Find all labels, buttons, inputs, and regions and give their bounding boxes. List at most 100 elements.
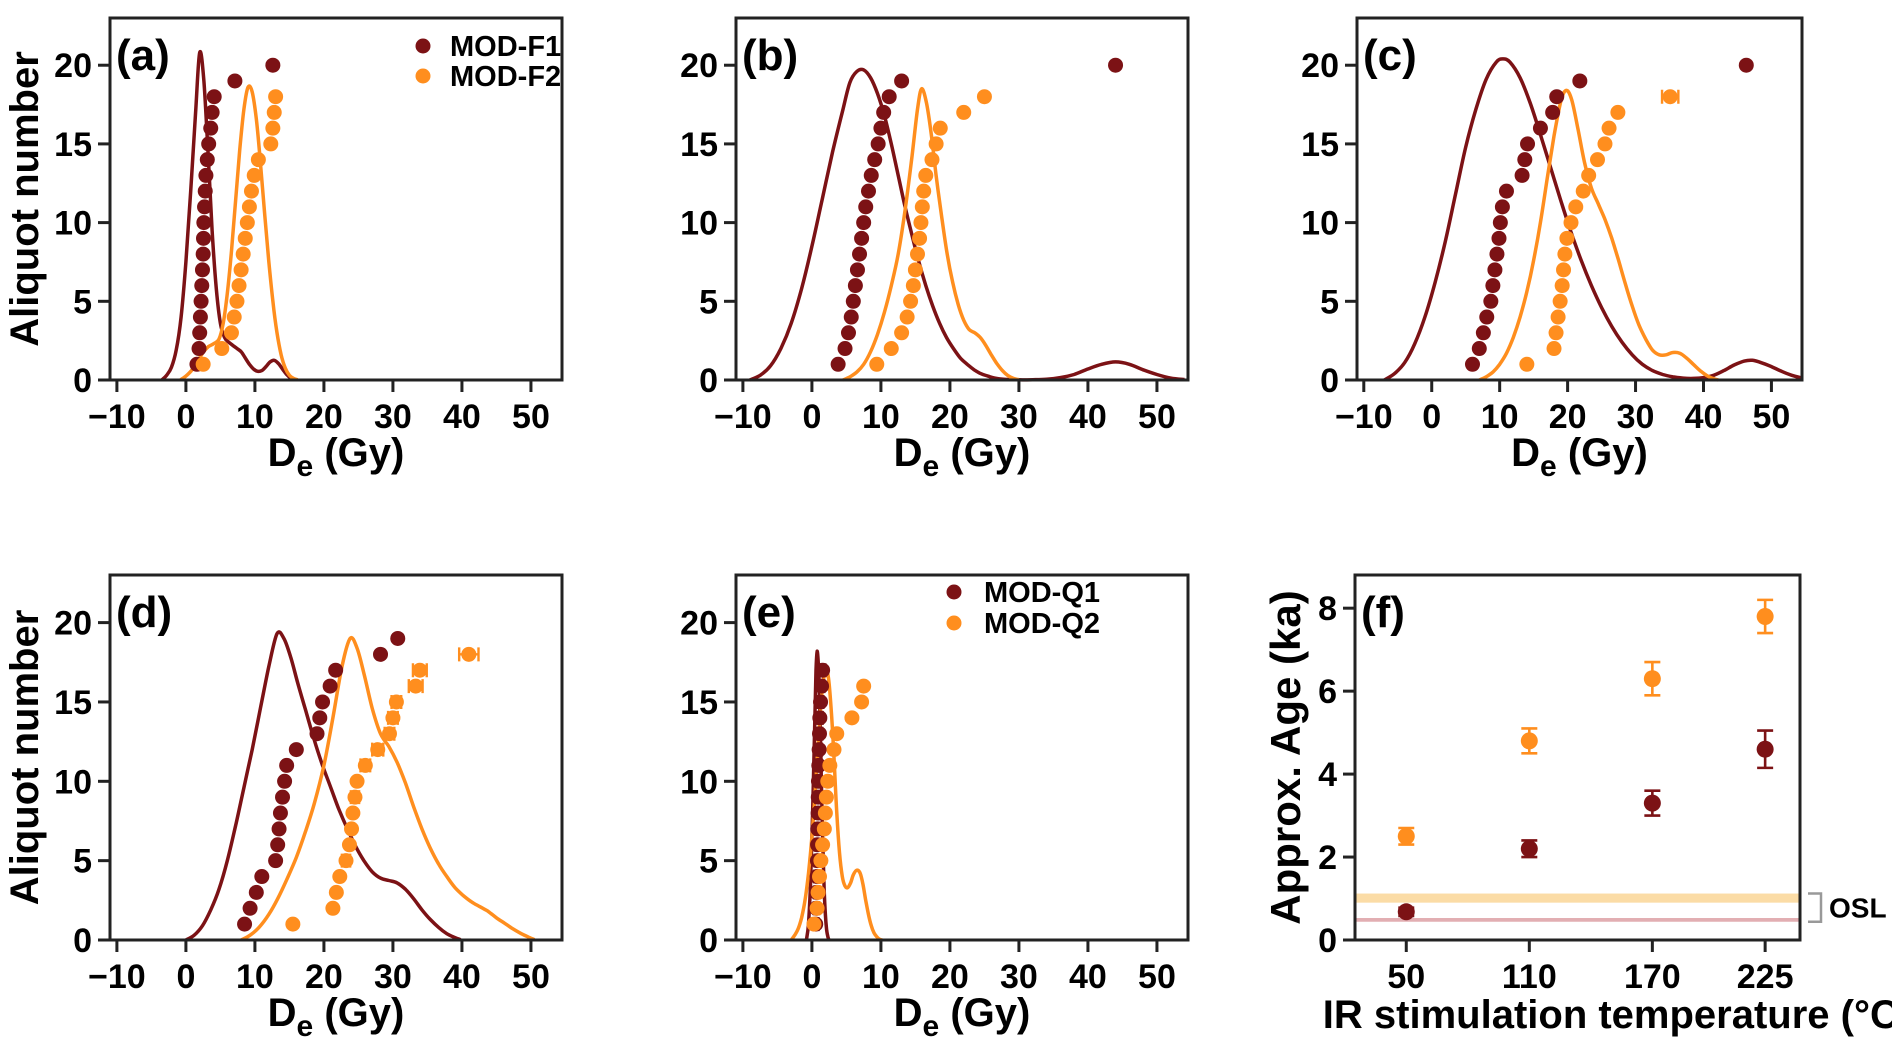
kde-curve-mod-f1-kde [1383,57,1803,382]
data-point [1492,215,1508,231]
data-point [241,199,257,215]
data-point [881,89,897,105]
data-point [1464,356,1480,372]
data-point [237,230,253,246]
x-tick-label: 30 [1000,398,1038,436]
data-point [976,89,992,105]
data-point [1471,341,1487,357]
y-tick-label: 15 [54,126,92,164]
data-point [1597,136,1613,152]
data-point [1756,607,1774,625]
data-point [242,900,258,916]
data-point [198,167,214,183]
y-tick-label: 20 [680,47,718,85]
data-point [894,73,910,89]
y-tick-label: 10 [680,763,718,801]
data-point [916,183,932,199]
data-point [385,710,401,726]
data-point [822,757,838,773]
data-point [1756,740,1774,758]
x-tick-label: 30 [1617,398,1655,436]
kde-curve-mod-q2-kde [789,667,883,942]
data-point [328,884,344,900]
x-tick-label: 40 [1069,398,1107,436]
data-point [1559,230,1575,246]
x-tick-label: −10 [714,958,772,996]
y-tick-label: 5 [1320,283,1339,321]
data-point [214,341,230,357]
data-point [237,916,253,932]
data-point [1568,199,1584,215]
legend-swatch [415,68,431,84]
data-point [844,710,860,726]
data-point [338,853,354,869]
data-point [199,152,215,168]
data-point [344,821,360,837]
data-point [1479,309,1495,325]
data-point [840,325,856,341]
y-tick-label: 15 [680,126,718,164]
data-point [201,136,217,152]
x-tick-label: 170 [1624,958,1681,996]
data-point [1610,104,1626,120]
data-point [272,805,288,821]
legend-label: MOD-Q2 [984,608,1100,640]
data-point [1549,89,1565,105]
data-point [826,742,842,758]
y-tick-label: 10 [54,763,92,801]
data-point [204,104,220,120]
data-point [903,293,919,309]
data-point [820,773,836,789]
y-tick-label: 5 [73,843,92,881]
data-point [322,678,338,694]
data-point [811,742,827,758]
series-mod-f2 [1519,89,1680,372]
data-point [206,89,222,105]
y-tick-label: 0 [73,922,92,960]
x-tick-label: 50 [1138,958,1176,996]
data-point [345,805,361,821]
kde-curve-mod-f1-kde [185,630,462,942]
data-point [381,726,397,742]
data-point [254,869,270,885]
data-point [347,789,363,805]
data-point [813,694,829,710]
x-tick-label: −10 [88,398,146,436]
data-point [809,900,825,916]
panel-letter: (c) [1363,31,1417,80]
x-tick-label: 10 [236,958,274,996]
data-point [315,694,331,710]
y-tick-label: 10 [54,205,92,243]
x-axis-title: De (Gy) [894,991,1031,1043]
data-point [265,120,281,136]
data-point [268,853,284,869]
data-point [235,246,251,262]
data-point [1548,325,1564,341]
osl-label: OSL [1829,893,1887,924]
data-point [811,757,827,773]
data-point [197,199,213,215]
data-point [813,853,829,869]
data-point [192,309,208,325]
data-point [860,183,876,199]
data-point [1514,167,1530,183]
data-point [1498,183,1514,199]
panel-letter: (e) [742,588,796,637]
series-mod-f1 [237,630,406,932]
data-point [285,916,301,932]
axis-box [108,16,564,382]
data-point [1590,152,1606,168]
y-tick-label: 0 [699,362,718,400]
data-point [814,678,830,694]
y-tick-label: 20 [54,47,92,85]
series-mod-q2 [806,678,872,932]
data-point [812,710,828,726]
y-tick-label: 15 [54,684,92,722]
data-point [924,152,940,168]
y-axis-title: Aliquot number [3,610,47,906]
data-point [856,215,872,231]
axis-box [734,573,1190,942]
data-point [1397,903,1415,921]
data-point [191,341,207,357]
data-point [843,309,859,325]
